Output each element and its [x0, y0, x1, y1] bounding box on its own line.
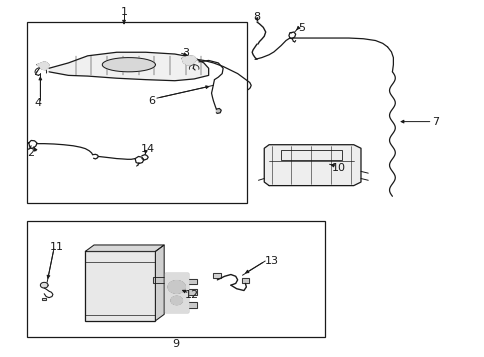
- Polygon shape: [264, 145, 360, 186]
- Polygon shape: [165, 273, 188, 312]
- Polygon shape: [42, 298, 46, 300]
- Text: 9: 9: [172, 339, 179, 349]
- Polygon shape: [216, 109, 221, 114]
- Polygon shape: [102, 57, 155, 72]
- Text: 14: 14: [141, 144, 155, 154]
- Polygon shape: [85, 251, 155, 321]
- Bar: [27, 22, 247, 203]
- Polygon shape: [49, 52, 208, 81]
- Bar: [27, 221, 324, 337]
- Bar: [85, 251, 155, 321]
- Text: 5: 5: [297, 23, 304, 33]
- Polygon shape: [40, 282, 48, 288]
- Bar: [165, 273, 188, 312]
- Polygon shape: [188, 302, 196, 308]
- Polygon shape: [182, 56, 196, 65]
- Bar: [212, 273, 221, 278]
- Polygon shape: [37, 62, 49, 70]
- Text: 10: 10: [332, 163, 346, 173]
- Polygon shape: [188, 279, 196, 285]
- Bar: [188, 302, 196, 308]
- Text: 1: 1: [120, 7, 127, 17]
- Bar: [188, 290, 196, 295]
- Text: 2: 2: [28, 148, 35, 158]
- Polygon shape: [212, 273, 221, 278]
- Bar: [188, 279, 196, 285]
- Polygon shape: [155, 245, 164, 321]
- Text: 11: 11: [50, 242, 64, 252]
- Polygon shape: [85, 245, 164, 251]
- Polygon shape: [153, 277, 165, 283]
- Bar: [42, 298, 46, 300]
- Bar: [153, 277, 165, 283]
- Polygon shape: [168, 281, 185, 293]
- Text: 7: 7: [432, 117, 439, 127]
- Text: 3: 3: [182, 48, 189, 58]
- Text: 8: 8: [253, 12, 260, 22]
- Text: 13: 13: [264, 256, 278, 266]
- Bar: [241, 278, 248, 283]
- Polygon shape: [241, 278, 248, 283]
- Text: 6: 6: [148, 96, 155, 106]
- Text: 12: 12: [184, 290, 198, 300]
- Text: 4: 4: [34, 98, 42, 108]
- Polygon shape: [170, 296, 182, 305]
- Polygon shape: [188, 290, 196, 295]
- Bar: [281, 150, 341, 160]
